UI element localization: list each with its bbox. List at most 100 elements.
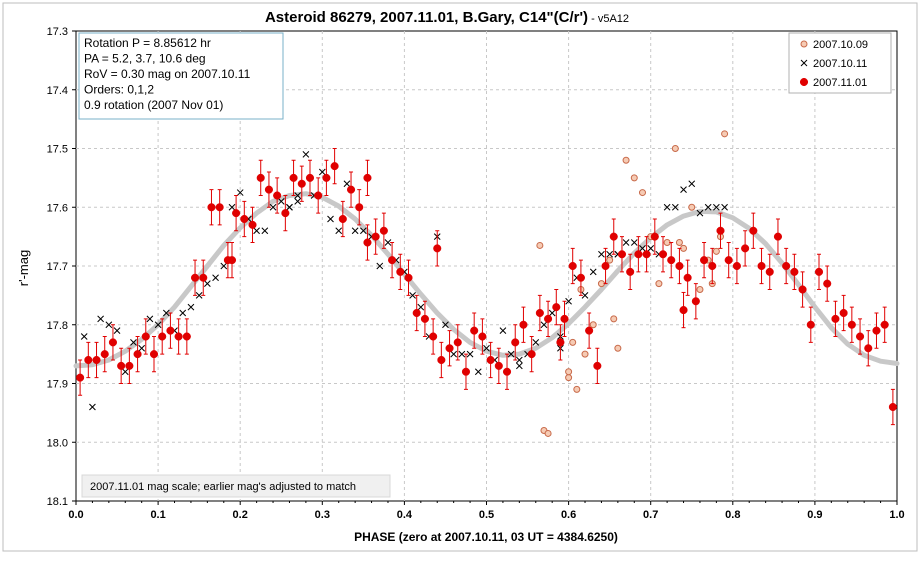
info-line: RoV = 0.30 mag on 2007.10.11 [84, 67, 251, 81]
x-marker-stroke [696, 209, 704, 217]
x-marker-stroke [277, 198, 285, 205]
legend-entry: 2007.10.09 [800, 39, 868, 51]
series-2007-11-01 [76, 148, 897, 426]
x-marker-stroke [294, 198, 302, 205]
data-point [872, 326, 881, 335]
x-marker-stroke [442, 321, 449, 329]
x-marker-stroke [663, 203, 671, 211]
data-point [133, 350, 142, 359]
data-point [675, 261, 684, 271]
x-marker-stroke [130, 339, 137, 346]
data-point [806, 320, 815, 329]
x-marker-stroke [179, 309, 187, 317]
data-point [376, 262, 384, 270]
legend-label: 2007.11.01 [813, 77, 867, 89]
data-point [888, 402, 897, 412]
data-point [606, 250, 614, 258]
data-point [696, 286, 704, 293]
x-marker-stroke [220, 262, 228, 270]
x-marker-stroke [507, 350, 515, 358]
data-point [880, 320, 889, 329]
info-box-lines: Rotation P = 8.85612 hr PA = 5.2, 3.7, 10… [84, 36, 251, 112]
data-point [318, 168, 326, 176]
x-marker-stroke [800, 59, 808, 67]
x-tick-label: 0.2 [233, 509, 248, 521]
data-point [798, 285, 807, 294]
data-point [683, 273, 692, 282]
fit-curve-layer [73, 191, 900, 369]
x-marker-stroke [212, 274, 219, 282]
x-marker-stroke [138, 344, 146, 352]
legend-label: 2007.10.09 [813, 39, 868, 51]
y-tick-label: 17.4 [47, 85, 68, 97]
legend-marker [800, 59, 808, 67]
data-point [671, 203, 679, 211]
x-marker-stroke [80, 333, 88, 340]
data-point [355, 203, 364, 212]
data-point [573, 385, 581, 393]
chart-border [2, 2, 918, 552]
x-marker-stroke [622, 239, 630, 246]
data-point [297, 179, 306, 188]
x-marker-stroke [450, 350, 458, 358]
x-marker-stroke [195, 292, 203, 299]
x-tick-label: 1.0 [889, 509, 904, 521]
data-point [227, 256, 237, 265]
data-point [433, 244, 442, 253]
x-marker-stroke [515, 362, 523, 370]
data-point [420, 314, 429, 323]
data-point [121, 368, 129, 376]
x-marker-stroke [589, 268, 597, 276]
data-point [610, 315, 618, 323]
info-line: Rotation P = 8.85612 hr [84, 36, 211, 50]
data-point [614, 344, 622, 352]
data-point [113, 327, 121, 334]
data-point [261, 227, 269, 235]
data-point [343, 180, 351, 188]
x-marker-stroke [204, 280, 211, 287]
data-point [346, 185, 356, 194]
y-tick-label: 17.8 [47, 320, 68, 332]
data-point [483, 344, 490, 352]
data-point [790, 267, 799, 276]
data-point [749, 226, 758, 235]
data-point [396, 267, 405, 276]
x-marker-stroke [532, 339, 540, 346]
data-point [442, 321, 449, 329]
data-point [589, 321, 597, 329]
data-point [240, 214, 249, 224]
data-point [532, 339, 540, 346]
series-layer [76, 130, 897, 437]
data-point [622, 156, 630, 164]
data-point [609, 232, 618, 241]
data-point [700, 256, 709, 265]
data-point [302, 151, 310, 158]
data-point [100, 350, 109, 359]
data-point [626, 267, 635, 276]
x-marker-stroke [121, 368, 129, 376]
data-point [138, 344, 146, 352]
data-point [680, 186, 687, 193]
data-point [305, 173, 315, 182]
data-point [507, 350, 515, 358]
x-marker-stroke [639, 245, 646, 252]
x-tick-label: 0.9 [807, 509, 822, 521]
data-point [696, 209, 704, 217]
data-point [294, 192, 302, 199]
legend-marker [800, 40, 808, 48]
data-point [519, 320, 528, 329]
x-marker-stroke [105, 321, 113, 329]
x-marker-stroke [474, 368, 482, 376]
x-marker-stroke [647, 245, 655, 252]
legend-marker [799, 77, 809, 87]
data-point [179, 309, 187, 317]
data-point [264, 185, 273, 194]
data-point [182, 332, 191, 341]
x-marker-stroke [540, 321, 548, 329]
data-point [404, 273, 413, 282]
data-point [839, 308, 848, 318]
y-tick-label: 17.7 [47, 261, 68, 273]
data-point [589, 268, 597, 276]
x-marker-stroke [318, 168, 326, 176]
